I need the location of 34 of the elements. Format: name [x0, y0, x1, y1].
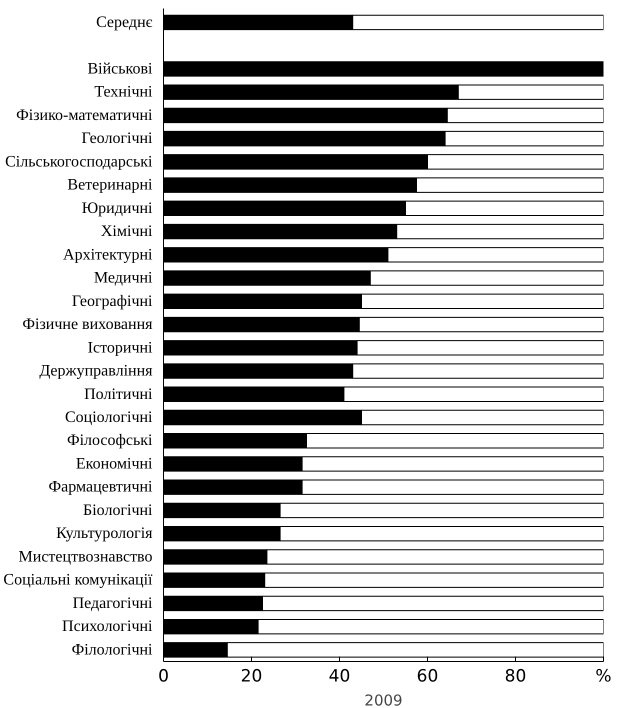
x-axis-title: 2009 [364, 692, 403, 708]
y-tick-label: Геологічні [82, 130, 154, 148]
y-tick-label: Держуправління [39, 362, 154, 380]
x-tick-label: 40 [328, 666, 350, 686]
y-tick-label: Психологічні [62, 618, 154, 636]
y-tick-label: Педагогічні [72, 594, 154, 612]
y-tick-label: Військові [87, 60, 154, 78]
y-tick-label: Технічні [94, 84, 154, 101]
y-tick-label: Юридичні [82, 200, 154, 217]
y-tick-label: Економічні [76, 455, 154, 472]
x-tick-label: % [595, 666, 612, 686]
y-tick-label: Філологічні [72, 641, 154, 658]
y-tick-label: Політичні [84, 386, 154, 403]
y-tick-label: Медичні [94, 270, 154, 287]
x-tick-label: 80 [504, 666, 526, 686]
x-tick-label: 60 [416, 666, 438, 686]
y-tick-label: Фармацевтичні [48, 478, 154, 496]
y-tick-label: Хімічні [100, 223, 154, 240]
y-tick-label: Фізичне виховання [22, 316, 154, 334]
y-tick-label: Середнє [96, 14, 153, 31]
y-tick-label: Географічні [72, 292, 154, 310]
y-tick-label: Філософські [66, 432, 154, 450]
y-tick-label: Мистецтвознавство [18, 548, 152, 566]
y-tick-label: Біологічні [83, 502, 154, 519]
y-tick-label: Ветеринарні [67, 176, 154, 194]
y-tick-label: Культурологія [56, 525, 154, 542]
y-tick-label: Соціальні комунікації [3, 572, 154, 589]
y-tick-label: Історичні [88, 339, 154, 356]
y-tick-label: Соціологічні [64, 408, 154, 426]
x-tick-label: 0 [158, 666, 169, 686]
x-tick-label: 20 [240, 666, 262, 686]
y-tick-label: Сільськогосподарські [5, 153, 154, 170]
y-tick-label: Фізико-математичні [16, 106, 154, 124]
y-tick-label: Архітектурні [63, 246, 154, 264]
